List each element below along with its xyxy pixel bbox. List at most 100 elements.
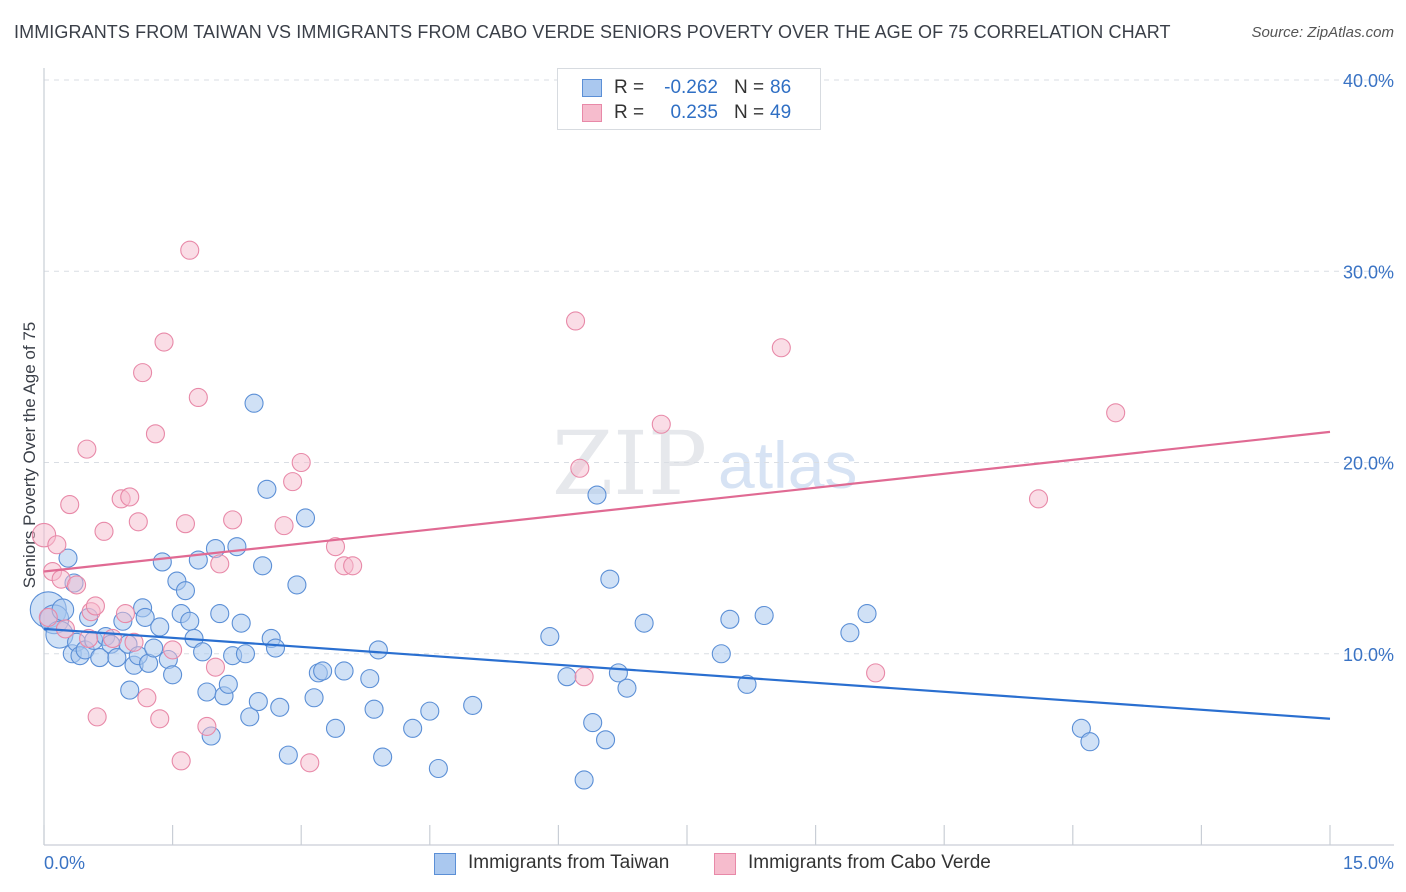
cabo-verde-point <box>67 575 87 595</box>
cabo-verde-point <box>274 516 294 536</box>
taiwan-point <box>574 770 594 790</box>
cabo-verde-point <box>87 707 107 727</box>
cabo-verde-point <box>137 688 157 708</box>
cabo-verde-point <box>210 554 230 574</box>
taiwan-point <box>231 613 251 633</box>
cabo-verde-point <box>1106 403 1126 423</box>
taiwan-legend-label: Immigrants from Taiwan <box>468 852 670 873</box>
cabo-verde-point <box>283 472 303 492</box>
taiwan-point <box>368 640 388 660</box>
cabo-verde-legend-swatch <box>714 853 736 875</box>
taiwan-point <box>720 609 740 629</box>
taiwan-point <box>235 644 256 664</box>
cabo-verde-point <box>343 556 363 576</box>
legend-n-value: 49 <box>770 102 792 123</box>
cabo-verde-legend-label: Immigrants from Cabo Verde <box>748 852 991 873</box>
cabo-verde-point <box>128 512 148 532</box>
taiwan-point <box>325 718 346 738</box>
taiwan-point <box>587 485 607 505</box>
cabo-verde-point <box>565 311 586 331</box>
taiwan-point <box>107 648 127 668</box>
correlation-legend: R = -0.262 N = 86 R = 0.235 N = 49 <box>557 68 821 130</box>
taiwan-point <box>240 707 260 727</box>
y-tick-label: 10.0% <box>1343 645 1394 665</box>
taiwan-point <box>428 758 448 779</box>
cabo-verde-point <box>291 452 311 473</box>
cabo-verde-point <box>205 657 226 677</box>
taiwan-legend-swatch <box>434 853 456 875</box>
cabo-verde-point <box>60 495 80 515</box>
axes <box>43 68 1394 846</box>
cabo-verde-point <box>570 458 590 478</box>
source-credit: Source: ZipAtlas.com <box>1251 24 1394 41</box>
series-cabo-verde-points <box>31 240 1126 773</box>
taiwan-point <box>583 713 603 733</box>
cabo-verde-point <box>188 387 208 408</box>
cabo-verde-point <box>120 487 140 507</box>
taiwan-point <box>540 626 560 647</box>
taiwan-point <box>278 745 298 765</box>
cabo-verde-point <box>651 414 671 434</box>
gridlines <box>44 79 1394 655</box>
trend-lines <box>43 430 1331 720</box>
taiwan-point <box>265 638 286 658</box>
taiwan-point <box>1080 732 1100 752</box>
cabo-verde-point <box>300 753 320 773</box>
taiwan-point <box>313 661 333 681</box>
cabo-verde-point <box>154 332 174 352</box>
tick-labels: 10.0% 20.0% 30.0% 40.0% 0.0% 15.0% <box>44 71 1394 873</box>
cabo-verde-point <box>85 596 105 616</box>
cabo-verde-point <box>124 632 144 652</box>
taiwan-point <box>634 613 654 633</box>
taiwan-point <box>163 665 183 685</box>
taiwan-point <box>248 692 268 712</box>
taiwan-point <box>600 569 620 589</box>
x-tick-label: 15.0% <box>1343 853 1394 873</box>
taiwan-point <box>227 537 247 557</box>
taiwan-point <box>287 575 307 595</box>
taiwan-point <box>617 678 637 698</box>
cabo-verde-point <box>79 628 99 649</box>
taiwan-point <box>135 607 155 627</box>
cabo-verde-point <box>197 716 217 736</box>
legend-r-value: -0.262 <box>664 77 718 98</box>
cabo-verde-point <box>175 514 196 534</box>
cabo-verde-point <box>115 604 135 624</box>
taiwan-point <box>193 642 213 662</box>
cabo-verde-point <box>77 439 97 459</box>
legend-n-label: N = <box>734 77 765 98</box>
taiwan-point <box>403 718 423 738</box>
taiwan-point <box>304 688 324 708</box>
cabo-verde-point <box>866 663 886 683</box>
taiwan-point <box>420 701 440 721</box>
taiwan-point <box>150 617 170 637</box>
taiwan-point <box>120 680 140 700</box>
taiwan-point <box>557 667 577 687</box>
taiwan-point <box>144 638 164 658</box>
taiwan-point <box>197 682 217 702</box>
taiwan-point <box>463 695 483 715</box>
cabo-verde-point <box>163 640 183 660</box>
taiwan-swatch <box>582 79 602 97</box>
taiwan-point <box>840 623 860 643</box>
taiwan-point <box>754 605 774 626</box>
cabo-verde-point <box>47 535 67 555</box>
legend-r-label: R = <box>614 102 645 123</box>
cabo-verde-point <box>180 240 200 260</box>
taiwan-point <box>180 611 200 631</box>
cabo-verde-point <box>223 510 243 530</box>
taiwan-point <box>711 644 731 664</box>
legend-r-value: 0.235 <box>670 102 718 123</box>
taiwan-point <box>857 604 877 624</box>
legend-n-value: 86 <box>770 77 792 98</box>
cabo-verde-point <box>771 338 791 358</box>
legend-n-label: N = <box>734 102 765 123</box>
taiwan-point <box>360 669 380 689</box>
cabo-verde-point <box>94 521 114 541</box>
y-tick-label: 40.0% <box>1343 71 1394 91</box>
taiwan-point <box>218 674 238 694</box>
legend-r-label: R = <box>614 77 645 98</box>
taiwan-point <box>1071 718 1091 738</box>
cabo-verde-trend-line <box>43 430 1331 573</box>
